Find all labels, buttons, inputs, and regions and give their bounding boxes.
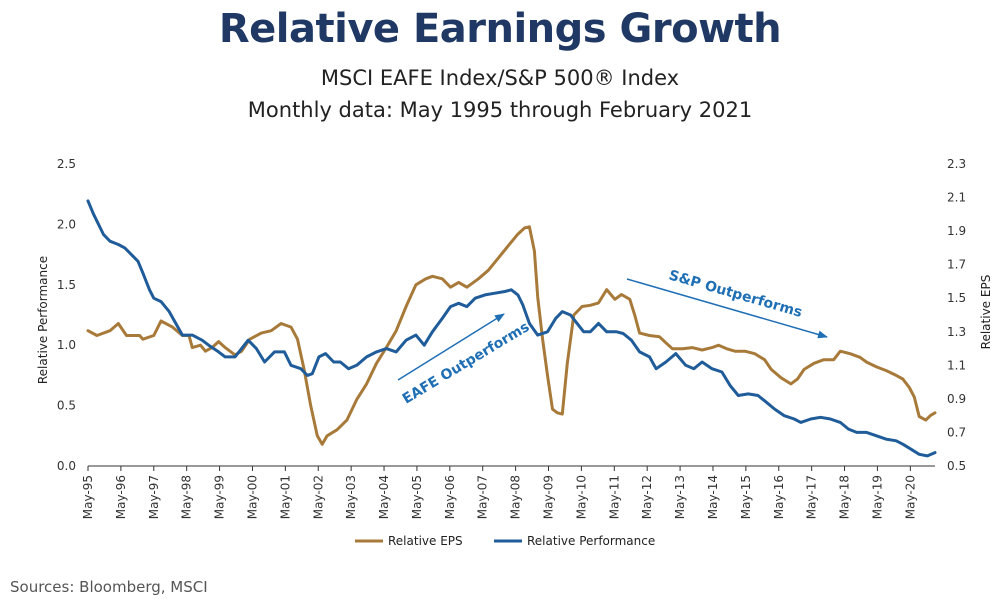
x-tick-label: May-96 <box>114 475 128 519</box>
x-tick-label: May-03 <box>344 475 358 519</box>
series-line-relative-eps <box>86 225 937 446</box>
y-right-axis-label: Relative EPS <box>979 275 993 350</box>
x-tick-label: May-05 <box>410 475 424 519</box>
y-right-tick-label: 2.1 <box>947 191 966 205</box>
x-tick-label: May-95 <box>81 475 95 519</box>
y-right-tick-label: 1.1 <box>947 358 966 372</box>
y-right-tick-label: 0.5 <box>947 459 966 473</box>
y-left-tick-label: 1.5 <box>57 278 76 292</box>
x-tick-label: May-17 <box>805 475 819 519</box>
y-left-axis-label: Relative Performance <box>36 256 50 384</box>
axes-layer: 0.0 0.5 1.0 1.5 2.0 2.5 0.5 0.7 0.9 1.1 1.3 1.5 1.7 1… <box>36 157 993 519</box>
legend: Relative EPS Relative Performance <box>355 534 655 548</box>
chart-title: Relative Earnings Growth <box>218 6 782 52</box>
x-tick-label: May-12 <box>640 475 654 519</box>
x-tick-label: May-10 <box>574 475 588 519</box>
x-tick-label: May-01 <box>278 475 292 519</box>
legend-label-relative-eps: Relative EPS <box>388 534 463 548</box>
y-left-tick-label: 0.5 <box>57 399 76 413</box>
x-tick-label: May-06 <box>443 475 457 519</box>
x-tick-label: May-09 <box>542 475 556 519</box>
chart-subtitle-date-range: Monthly data: May 1995 through February … <box>247 98 753 122</box>
source-note: Sources: Bloomberg, MSCI <box>10 578 208 596</box>
x-tick-label: May-16 <box>772 475 786 519</box>
eafe-outperforms-label: EAFE Outperforms <box>400 319 532 407</box>
x-tick-label: May-98 <box>180 475 194 519</box>
x-tick-label: May-20 <box>903 475 917 519</box>
y-left-tick-label: 2.0 <box>57 217 76 231</box>
y-left-tick-label: 1.0 <box>57 338 76 352</box>
y-left-tick-label: 2.5 <box>57 157 76 171</box>
x-tick-label: May-13 <box>673 475 687 519</box>
series-line-relative-performance <box>86 199 937 458</box>
x-tick-label: May-08 <box>509 475 523 519</box>
s-and-p-outperforms-arrow <box>626 278 828 339</box>
y-right-tick-label: 0.7 <box>947 425 966 439</box>
legend-label-relative-performance: Relative Performance <box>527 534 655 548</box>
x-tick-label: May-99 <box>213 475 227 519</box>
series-layer <box>86 199 937 458</box>
eafe-outperforms-arrow <box>397 313 505 381</box>
chart-subtitle-index: MSCI EAFE Index/S&P 500® Index <box>320 66 680 90</box>
x-tick-label: May-07 <box>476 475 490 519</box>
x-tick-label: May-11 <box>607 475 621 519</box>
y-right-tick-label: 1.5 <box>947 291 966 305</box>
x-tick-label: May-97 <box>147 475 161 519</box>
y-right-tick-label: 1.3 <box>947 325 966 339</box>
x-tick-label: May-14 <box>706 475 720 519</box>
x-tick-label: May-15 <box>739 475 753 519</box>
annotation-layer: EAFE Outperforms S&P Outperforms <box>397 267 828 407</box>
x-tick-label: May-04 <box>377 475 391 519</box>
s-and-p-outperforms-label: S&P Outperforms <box>667 267 804 320</box>
x-tick-label: May-18 <box>838 475 852 519</box>
y-right-tick-label: 1.9 <box>947 224 966 238</box>
y-right-tick-label: 1.7 <box>947 258 966 272</box>
y-left-tick-label: 0.0 <box>57 459 76 473</box>
x-tick-label: May-19 <box>870 475 884 519</box>
y-right-tick-label: 0.9 <box>947 392 966 406</box>
y-right-tick-label: 2.3 <box>947 157 966 171</box>
x-tick-label: May-00 <box>245 475 259 519</box>
x-tick-label: May-02 <box>311 475 325 519</box>
